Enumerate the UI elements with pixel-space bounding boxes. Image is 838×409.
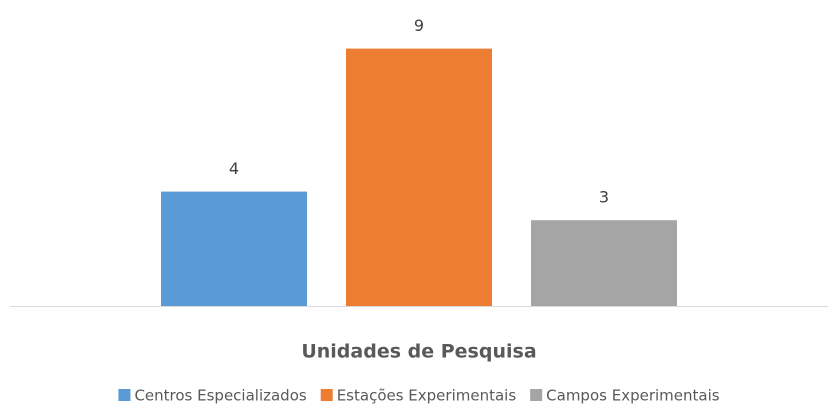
data-label: 3	[599, 188, 609, 207]
legend-swatch	[320, 389, 333, 401]
bar	[161, 191, 307, 306]
bar	[346, 48, 492, 306]
data-label: 4	[229, 159, 239, 178]
legend-label: Campos Experimentais	[546, 387, 720, 405]
bar	[531, 220, 677, 306]
legend-swatch	[530, 389, 543, 401]
data-label: 9	[414, 16, 424, 35]
legend-label: Estações Experimentais	[337, 387, 517, 405]
legend-swatch	[118, 389, 131, 401]
legend-label: Centros Especializados	[134, 387, 306, 405]
x-category-label: Unidades de Pesquisa	[301, 341, 536, 363]
